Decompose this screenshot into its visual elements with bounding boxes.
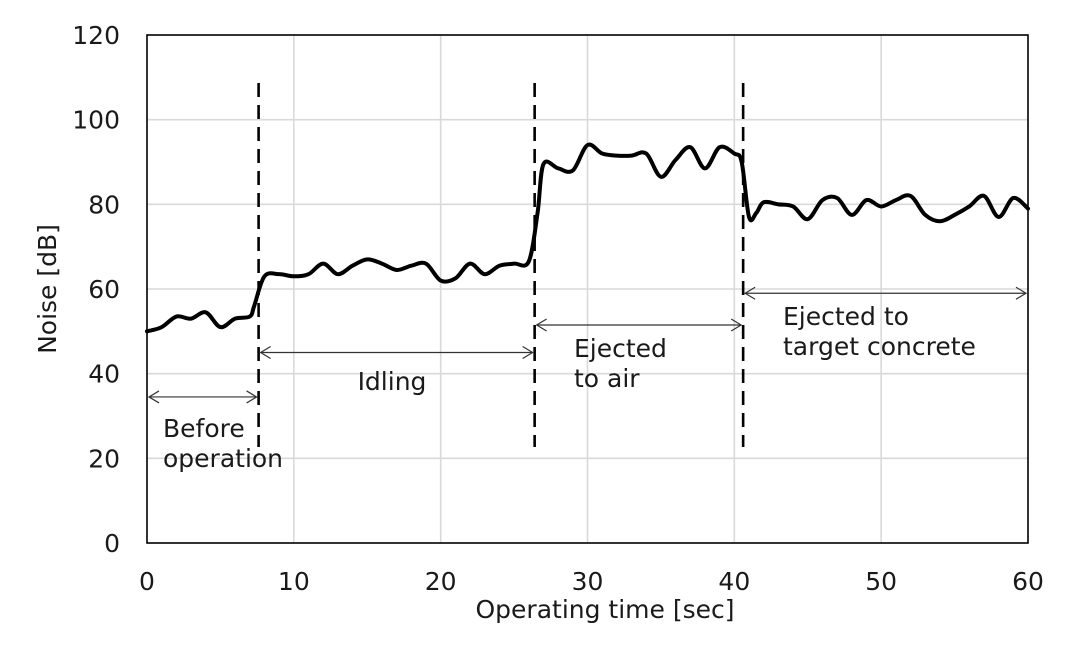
phase-label: Before: [163, 414, 245, 443]
phase-boundaries: [257, 83, 745, 447]
phase-label: Ejected: [574, 334, 667, 363]
x-tick-label: 40: [718, 567, 750, 596]
x-tick-labels: 0 10 20 30 40 50 60: [139, 567, 1044, 596]
plot-area-frame: [146, 34, 1029, 544]
y-tick-label: 0: [104, 529, 120, 558]
grid: [147, 35, 1028, 543]
arrow-head-left: [535, 318, 547, 332]
x-axis-title: Operating time [sec]: [475, 595, 734, 624]
phase-label: to air: [574, 364, 640, 393]
x-tick-label: 0: [139, 567, 155, 596]
x-tick-label: 30: [572, 567, 604, 596]
y-tick-label: 80: [88, 190, 120, 219]
x-tick-label: 20: [425, 567, 457, 596]
arrow-head-right: [730, 318, 743, 332]
arrow-head-left: [259, 345, 271, 360]
arrow-head-right: [246, 390, 258, 404]
y-tick-label: 60: [88, 275, 120, 304]
phase-label: target concrete: [783, 332, 976, 361]
y-tick-label: 120: [72, 21, 120, 50]
x-tick-label: 10: [278, 567, 310, 596]
arrow-head-left: [743, 286, 756, 300]
y-tick-label: 100: [72, 106, 120, 135]
y-tick-label: 40: [88, 360, 120, 389]
phase-label: Idling: [358, 367, 427, 396]
noise-series-line: [145, 142, 1030, 334]
arrow-head-right: [1015, 286, 1028, 300]
arrow-head-left: [147, 390, 160, 404]
x-tick-label: 60: [1012, 567, 1044, 596]
phase-label: operation: [163, 444, 283, 473]
series-group: [145, 142, 1030, 334]
y-tick-label: 20: [88, 444, 120, 473]
y-tick-labels: 0 20 40 60 80 100 120: [72, 21, 120, 558]
x-tick-label: 50: [865, 567, 897, 596]
phase-label: Ejected to: [783, 302, 909, 331]
arrow-head-right: [522, 345, 534, 360]
y-axis-title: Noise [dB]: [33, 224, 62, 354]
phase-span-arrows: [147, 286, 1028, 404]
